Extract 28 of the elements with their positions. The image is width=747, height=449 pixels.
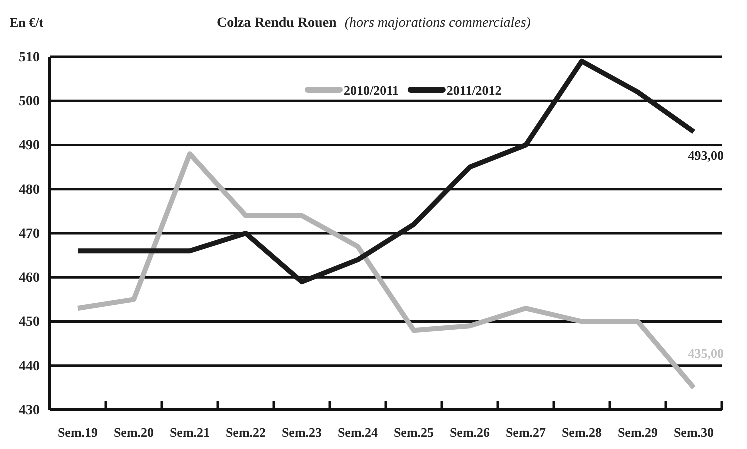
y-tick-label: 460 <box>19 271 40 286</box>
x-tick-label: Sem.27 <box>506 425 547 440</box>
y-tick-label: 510 <box>19 50 40 66</box>
y-tick-label: 450 <box>19 315 40 330</box>
annotation: 493,00 <box>688 148 724 164</box>
x-tick-label: Sem.19 <box>58 425 99 440</box>
y-tick-label: 480 <box>19 182 40 198</box>
x-tick-label: Sem.22 <box>226 425 266 440</box>
x-tick-label: Sem.24 <box>338 425 379 440</box>
x-tick-label: Sem.29 <box>618 425 659 440</box>
y-tick-label: 440 <box>19 359 40 374</box>
annotation: 435,00 <box>688 346 724 361</box>
x-tick-label: Sem.23 <box>282 425 323 440</box>
y-axis-title: En €/t <box>10 15 44 30</box>
legend-label: 2011/2012 <box>446 83 502 98</box>
chart-title: Colza Rendu Rouen <box>217 16 338 31</box>
y-tick-label: 500 <box>19 94 40 110</box>
x-tick-label: Sem.30 <box>674 425 714 440</box>
x-tick-label: Sem.25 <box>394 425 435 440</box>
y-tick-label: 430 <box>19 403 40 418</box>
chart-subtitle: (hors majorations commerciales) <box>344 16 532 31</box>
x-tick-label: Sem.28 <box>562 425 603 440</box>
legend-label: 2010/2011 <box>344 83 399 98</box>
y-tick-label: 470 <box>19 226 40 242</box>
x-tick-label: Sem.21 <box>170 425 210 440</box>
x-tick-label: Sem.20 <box>114 425 154 440</box>
y-tick-label: 490 <box>19 138 40 154</box>
x-tick-label: Sem.26 <box>450 425 491 440</box>
